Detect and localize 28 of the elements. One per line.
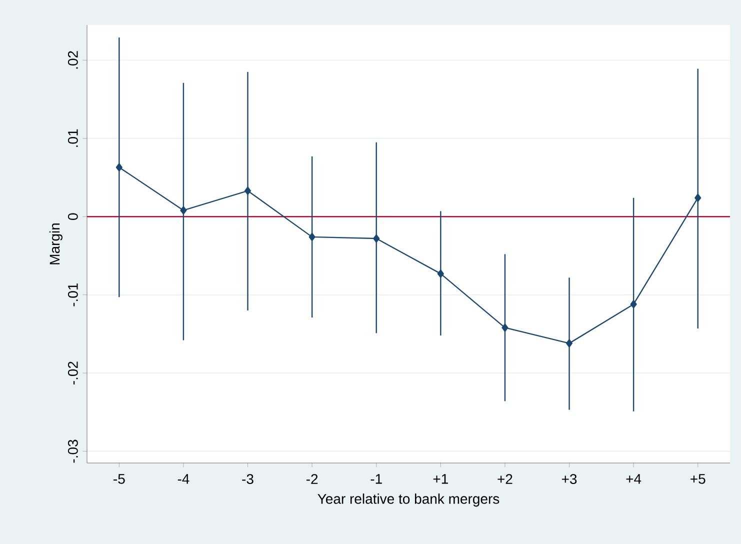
- x-tick-label: +4: [626, 474, 642, 484]
- y-tick-label: -.01: [68, 283, 78, 306]
- y-tick-label: 0: [68, 213, 78, 220]
- x-tick-label: -2: [306, 474, 318, 484]
- y-tick-label: .01: [68, 129, 78, 147]
- point: [373, 234, 380, 243]
- point: [116, 163, 122, 172]
- x-tick-label: +3: [562, 474, 577, 484]
- y-tick-label: -.03: [68, 440, 78, 463]
- x-axis-title: Year relative to bank mergers: [318, 494, 500, 507]
- x-tick-label: +5: [690, 474, 706, 484]
- y-tick-label: .02: [68, 51, 78, 69]
- point: [180, 206, 187, 215]
- point: [244, 186, 252, 195]
- y-axis-title: Margin: [49, 224, 62, 264]
- point: [694, 194, 702, 202]
- x-tick-label: -1: [370, 474, 382, 484]
- x-tick-label: -5: [114, 474, 125, 484]
- x-tick-label: -4: [178, 474, 190, 484]
- point: [630, 300, 637, 308]
- y-tick-label: -.02: [68, 362, 78, 384]
- x-tick-label: +1: [433, 474, 448, 484]
- point: [308, 232, 316, 242]
- point: [566, 339, 573, 348]
- point: [437, 270, 444, 278]
- x-tick-label: +2: [498, 474, 512, 484]
- point: [502, 323, 508, 332]
- x-tick-label: -3: [242, 474, 254, 484]
